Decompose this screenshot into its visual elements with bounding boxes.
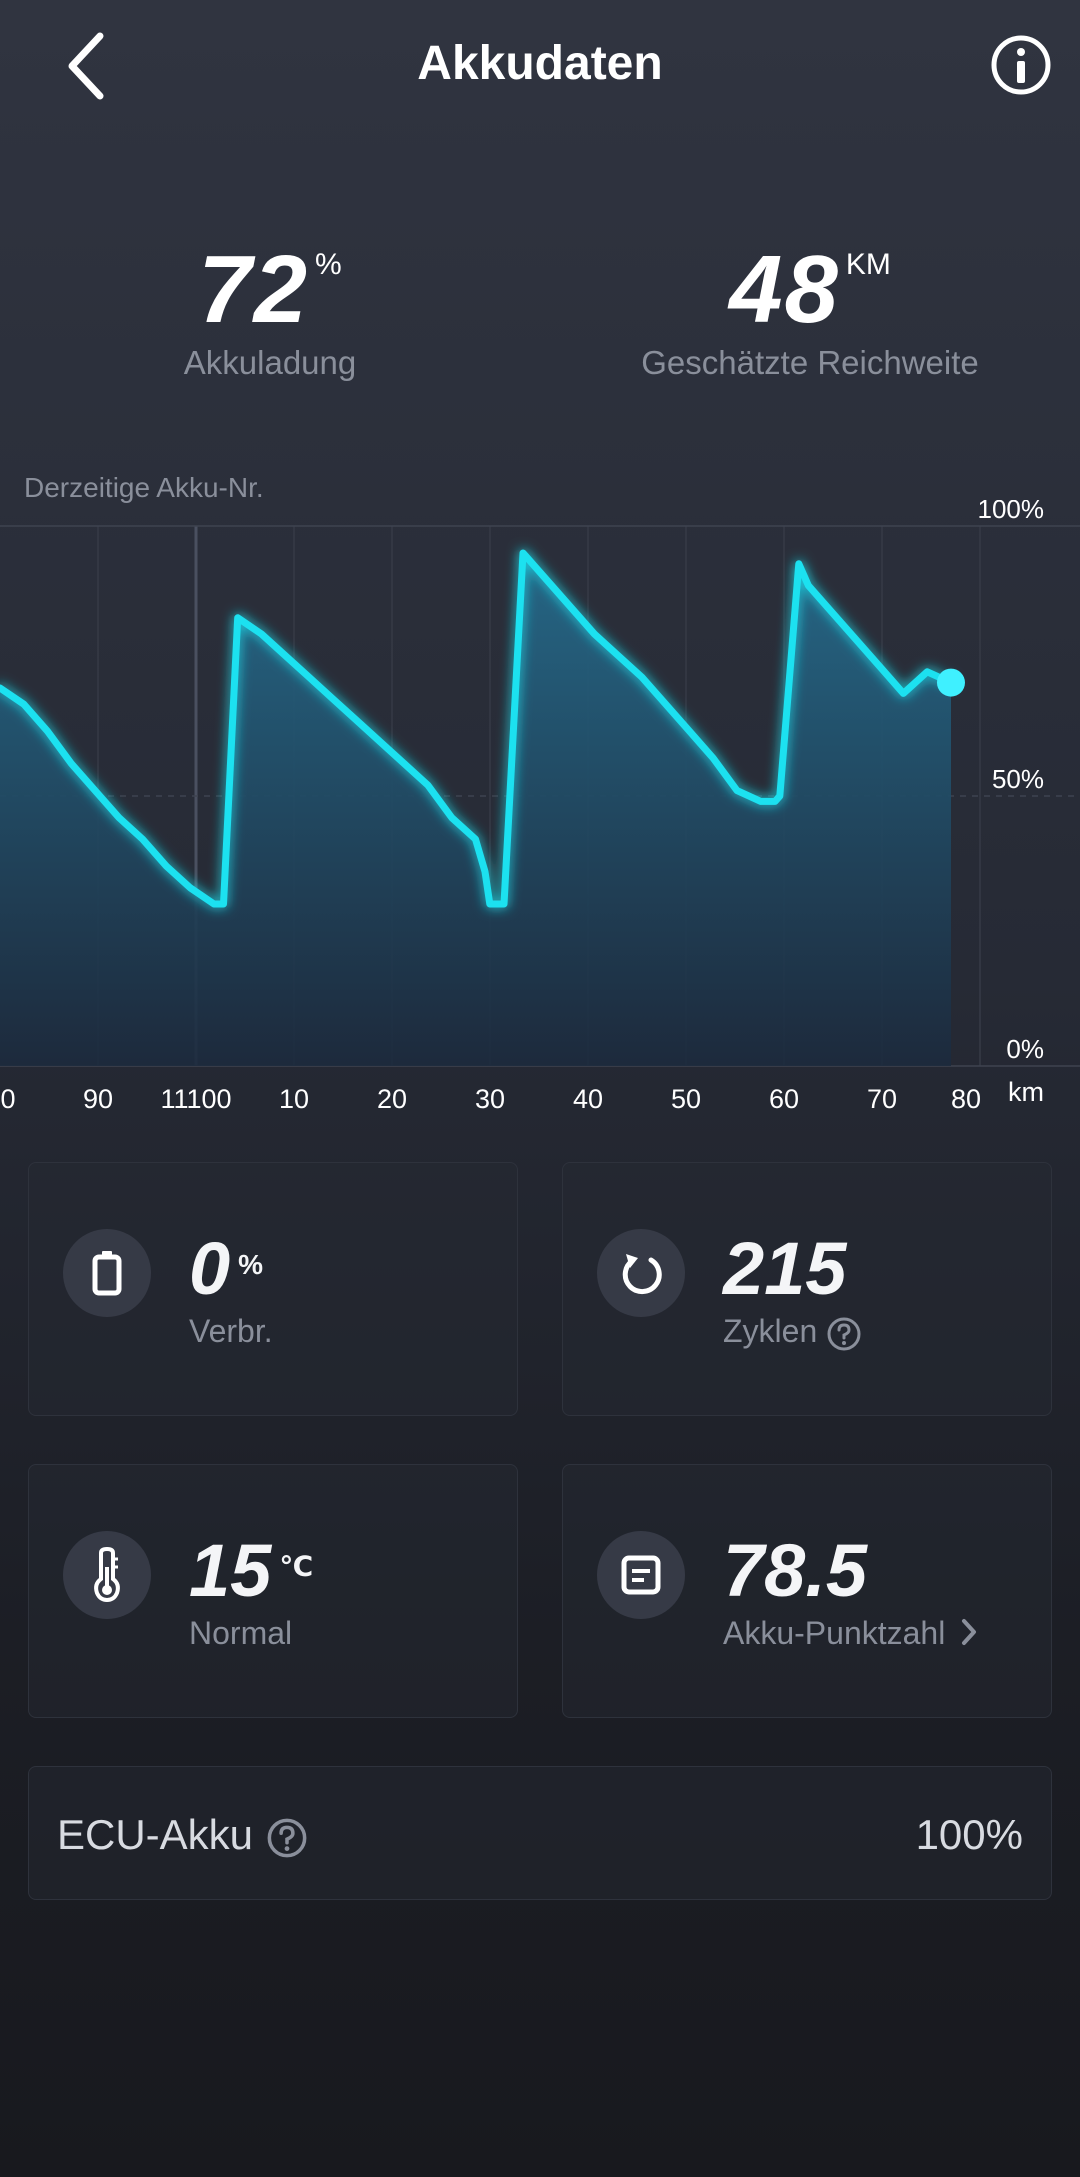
y-tick-label: 100% [978,500,1045,524]
refresh-icon [597,1229,685,1317]
question-icon[interactable] [827,1317,861,1351]
battery-icon [63,1229,151,1317]
question-icon[interactable] [267,1818,307,1858]
temperature-label: Normal [189,1615,293,1651]
cycles-label: Zyklen [723,1313,818,1349]
temperature-unit: ℃ [279,1551,314,1582]
x-tick-label: 60 [769,1084,799,1114]
x-tick-label: 11100 [160,1084,231,1114]
battery-score-card[interactable]: 78.5 Akku-Punktzahl [562,1464,1052,1718]
battery-chart-svg: 100% 50% 0% 0 90 11100 10 20 30 40 50 60 70 80 km [0,500,1080,1114]
ecu-battery-card: ECU-Akku 100% [28,1766,1052,1900]
x-tick-label: 20 [377,1084,407,1114]
chevron-left-icon [68,32,104,100]
x-tick-label: 10 [279,1084,309,1114]
y-tick-label: 50% [992,764,1044,794]
thermometer-icon [63,1531,151,1619]
charge-label: Akkuladung [183,344,357,381]
x-axis-unit: km [1008,1077,1044,1107]
consumption-value: 0 [189,1227,231,1310]
page-title: Akkudaten [417,37,663,90]
y-tick-label: 0% [1006,1034,1044,1064]
cycles-value: 215 [723,1227,847,1310]
cycles-label-row: Zyklen [723,1313,861,1351]
ecu-value: 100% [915,1811,1023,1858]
score-label-row: Akku-Punktzahl [723,1615,979,1655]
x-tick-label: 70 [867,1084,897,1114]
range-label: Geschätzte Reichweite [641,344,979,381]
x-tick-label: 50 [671,1084,701,1114]
battery-charge-stat: 72% Akkuladung [10,240,530,382]
x-tick-label: 40 [573,1084,603,1114]
x-tick-label: 0 [0,1084,15,1114]
chart-current-point [936,668,965,697]
chart-area-fill [0,553,951,1066]
temperature-value: 15 [189,1529,272,1612]
x-tick-label: 90 [83,1084,113,1114]
chevron-right-icon [959,1617,979,1655]
x-tick-label: 30 [475,1084,505,1114]
range-value: 48 [729,236,840,343]
charge-value: 72 [198,236,310,343]
charge-unit: % [315,248,342,281]
chart-caption: Derzeitige Akku-Nr. [24,472,264,503]
back-button[interactable] [58,28,128,104]
header: Akkudaten [0,0,1080,130]
score-value: 78.5 [723,1529,868,1612]
consumption-card: 0% Verbr. [28,1162,518,1416]
consumption-unit: % [238,1249,264,1280]
score-label: Akku-Punktzahl [723,1615,946,1651]
document-icon [597,1531,685,1619]
info-button[interactable] [986,30,1056,100]
ecu-label-row: ECU-Akku [57,1811,307,1859]
battery-chart: 100% 50% 0% 0 90 11100 10 20 30 40 50 60 70 80 km [0,500,1080,1120]
chart-series-line [0,549,955,908]
range-unit: KM [845,248,891,281]
info-icon [991,35,1051,95]
x-tick-label: 80 [951,1084,981,1114]
estimated-range-stat: 48 KM Geschätzte Reichweite [550,240,1070,382]
cycles-card: 215 Zyklen [562,1162,1052,1416]
consumption-label: Verbr. [189,1313,273,1349]
ecu-label: ECU-Akku [57,1811,254,1858]
temperature-card: 15 ℃ Normal [28,1464,518,1718]
